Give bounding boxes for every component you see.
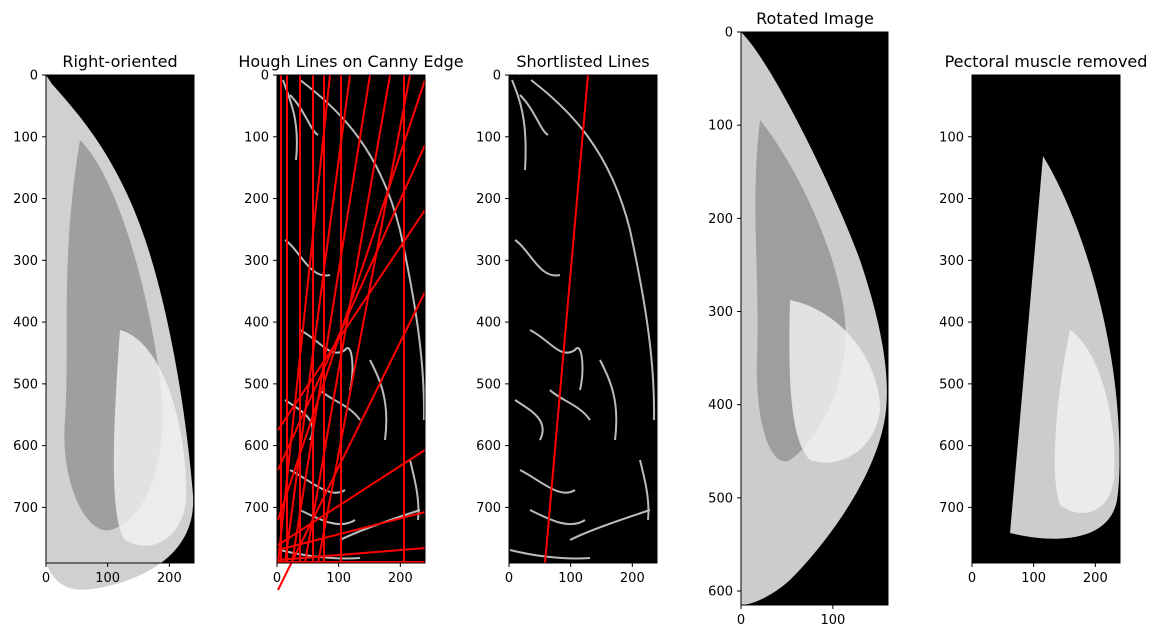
y-tick-label: 600 <box>244 439 269 454</box>
y-tick-label: 0 <box>493 69 501 84</box>
x-tick-label: 100 <box>558 571 583 586</box>
x-tick-label: 100 <box>326 571 351 586</box>
y-tick-label: 500 <box>244 377 269 392</box>
y-tick-label: 0 <box>261 69 269 84</box>
y-tick-label: 600 <box>476 439 501 454</box>
panel-title: Hough Lines on Canny Edge <box>238 52 463 71</box>
y-tick-label: 200 <box>476 192 501 207</box>
y-tick-label: 0 <box>30 69 38 84</box>
canny-edges <box>509 79 656 560</box>
hough-lines <box>277 74 426 591</box>
x-tick-label: 100 <box>95 571 120 586</box>
x-tick-label: 200 <box>157 571 182 586</box>
x-tick-label: 0 <box>968 571 976 586</box>
axes-frame <box>45 74 195 564</box>
axes-frame <box>971 74 1121 564</box>
shortlisted-line <box>544 74 589 564</box>
panel-pectoral-removed: Pectoral muscle removed 100 200 300 400 500 6… <box>939 52 1147 586</box>
y-tick-label: 200 <box>708 212 733 227</box>
y-tick-label: 700 <box>476 501 501 516</box>
panel-title: Shortlisted Lines <box>516 52 649 71</box>
y-tick-label: 500 <box>939 377 964 392</box>
panel-hough-lines: Hough Lines on Canny Edge <box>238 52 464 591</box>
y-tick-label: 400 <box>476 316 501 331</box>
y-tick-label: 400 <box>708 398 733 413</box>
y-tick-label: 200 <box>939 192 964 207</box>
x-tick-label: 200 <box>388 571 413 586</box>
x-tick-label: 100 <box>1021 571 1046 586</box>
y-tick-label: 700 <box>13 501 38 516</box>
y-tick-label: 100 <box>939 130 964 145</box>
panel-title: Rotated Image <box>756 9 874 28</box>
y-tick-label: 100 <box>13 130 38 145</box>
y-tick-label: 0 <box>725 26 733 41</box>
x-tick-label: 0 <box>273 571 281 586</box>
y-tick-label: 100 <box>476 130 501 145</box>
x-tick-label: 0 <box>737 613 745 628</box>
y-tick-label: 300 <box>476 254 501 269</box>
y-tick-label: 400 <box>244 316 269 331</box>
y-tick-label: 700 <box>939 501 964 516</box>
y-tick-label: 500 <box>476 377 501 392</box>
y-tick-label: 500 <box>13 377 38 392</box>
y-tick-label: 600 <box>13 439 38 454</box>
axes-frame <box>276 74 426 564</box>
panel-rotated-image: Rotated Image 0 100 200 300 400 500 600 0 100 <box>708 9 889 628</box>
y-tick-label: 200 <box>244 192 269 207</box>
fibroglandular-region <box>789 300 880 463</box>
y-tick-label: 700 <box>244 501 269 516</box>
y-tick-label: 300 <box>939 254 964 269</box>
y-tick-label: 300 <box>244 254 269 269</box>
axes-frame <box>508 74 658 564</box>
x-tick-label: 100 <box>820 613 845 628</box>
panel-shortlisted-lines: Shortlisted Lines 0 100 200 300 400 500 600 700… <box>476 52 658 586</box>
y-tick-label: 600 <box>939 439 964 454</box>
y-tick-label: 100 <box>244 130 269 145</box>
y-tick-label: 600 <box>708 585 733 600</box>
y-tick-label: 400 <box>939 316 964 331</box>
y-tick-label: 300 <box>708 305 733 320</box>
panel-right-oriented: Right-oriented 0 100 200 300 400 500 600 700 0 10… <box>13 52 195 590</box>
y-tick-label: 200 <box>13 192 38 207</box>
panel-title: Right-oriented <box>62 52 177 71</box>
fibroglandular-region <box>113 330 187 546</box>
fibroglandular-region <box>1054 330 1115 513</box>
x-tick-label: 0 <box>42 571 50 586</box>
x-tick-label: 200 <box>620 571 645 586</box>
image-background <box>509 75 657 563</box>
y-tick-label: 300 <box>13 254 38 269</box>
panel-title: Pectoral muscle removed <box>945 52 1148 71</box>
x-tick-label: 0 <box>505 571 513 586</box>
y-tick-label: 400 <box>13 316 38 331</box>
y-tick-label: 100 <box>708 119 733 134</box>
x-tick-label: 200 <box>1083 571 1108 586</box>
axes-frame <box>740 31 889 606</box>
y-tick-label: 500 <box>708 491 733 506</box>
